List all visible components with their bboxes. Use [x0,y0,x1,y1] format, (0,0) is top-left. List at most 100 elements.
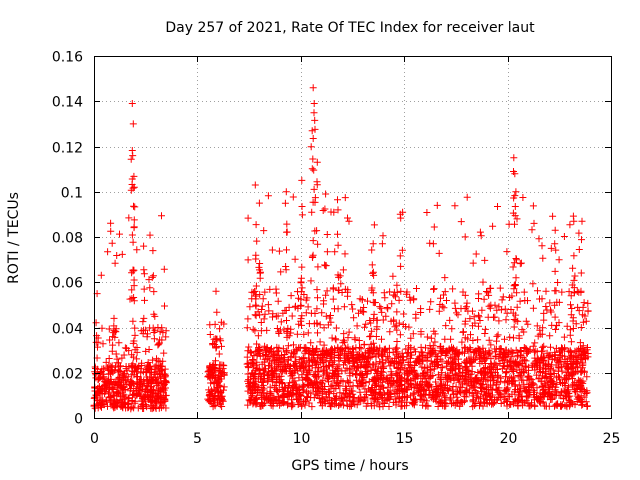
data-point [471,401,479,409]
data-point [332,324,340,332]
data-point [99,373,107,381]
data-point [457,218,465,226]
data-point [137,365,145,373]
data-point [251,327,259,335]
data-point [550,370,558,377]
data-point [116,230,123,238]
data-point [507,306,515,313]
data-point [375,383,383,390]
data-point [136,376,144,384]
data-point [451,304,459,312]
data-point [160,265,168,273]
data-point [273,387,281,395]
data-point [501,335,508,343]
data-point [220,383,228,391]
data-point [133,368,140,376]
data-point [282,188,290,196]
data-point [427,298,435,306]
data-point [563,387,571,395]
data-point [416,384,424,392]
chart-title: Day 257 of 2021, Rate Of TEC Index for r… [165,20,535,36]
data-point [260,365,268,373]
data-point [549,212,557,220]
data-point [379,316,387,324]
data-point [289,386,297,394]
data-point [143,361,151,369]
data-point [524,320,532,328]
data-point [530,219,538,227]
data-point [123,367,131,375]
data-point [252,302,260,310]
data-point [447,376,455,384]
data-point [212,344,220,352]
data-point [324,373,332,381]
data-point [304,329,312,337]
data-point [397,381,405,388]
data-point [511,203,519,210]
data-point [94,334,102,342]
data-point [295,356,303,364]
data-point [584,344,591,351]
data-point [566,371,574,379]
data-point [161,302,168,310]
data-point [337,280,345,288]
data-point [114,375,122,383]
data-point [250,373,257,380]
data-point [370,299,378,307]
data-point [110,314,118,322]
data-point [575,307,583,315]
data-point [274,297,282,305]
data-point [555,319,563,327]
data-point [245,396,253,404]
data-point [140,242,148,250]
data-point [418,378,426,386]
data-point [369,240,377,248]
data-point [488,368,496,376]
data-point [304,303,312,311]
data-point [161,365,169,373]
data-point [480,371,488,379]
data-point [369,289,377,297]
data-point [515,332,523,340]
data-point [131,346,139,354]
data-point [105,384,113,392]
data-point [270,349,278,357]
data-point [207,379,215,387]
data-point [149,272,157,280]
data-point [271,396,279,404]
data-point [528,361,536,369]
data-point [583,403,591,410]
data-point [575,246,583,253]
data-point [120,351,128,359]
data-point [284,356,292,364]
data-point [514,372,522,379]
data-point [157,394,165,402]
data-point [315,367,323,375]
data-point [209,341,217,349]
data-point [287,292,295,300]
data-point [509,357,517,365]
data-point [422,370,430,378]
data-point [533,348,541,356]
data-point [444,387,452,395]
data-point [297,278,305,286]
y-tick-labels: 0 0.02 0.04 0.06 0.08 0.1 0.12 0.14 0.16 [52,50,83,428]
data-point [567,348,575,356]
data-point [369,339,377,347]
data-point [546,299,554,307]
data-point [140,379,148,387]
data-point [282,348,290,356]
data-point [257,319,265,326]
y-axis-label: ROTI / TECUs [6,192,22,284]
data-point [92,319,100,327]
data-point [146,284,154,292]
data-point [353,382,361,390]
data-point [577,352,585,359]
data-point [536,363,544,371]
data-point [130,297,138,305]
data-point [275,386,283,393]
data-point [141,296,148,304]
data-point [244,256,252,264]
data-point [339,266,347,274]
data-point [479,278,487,286]
